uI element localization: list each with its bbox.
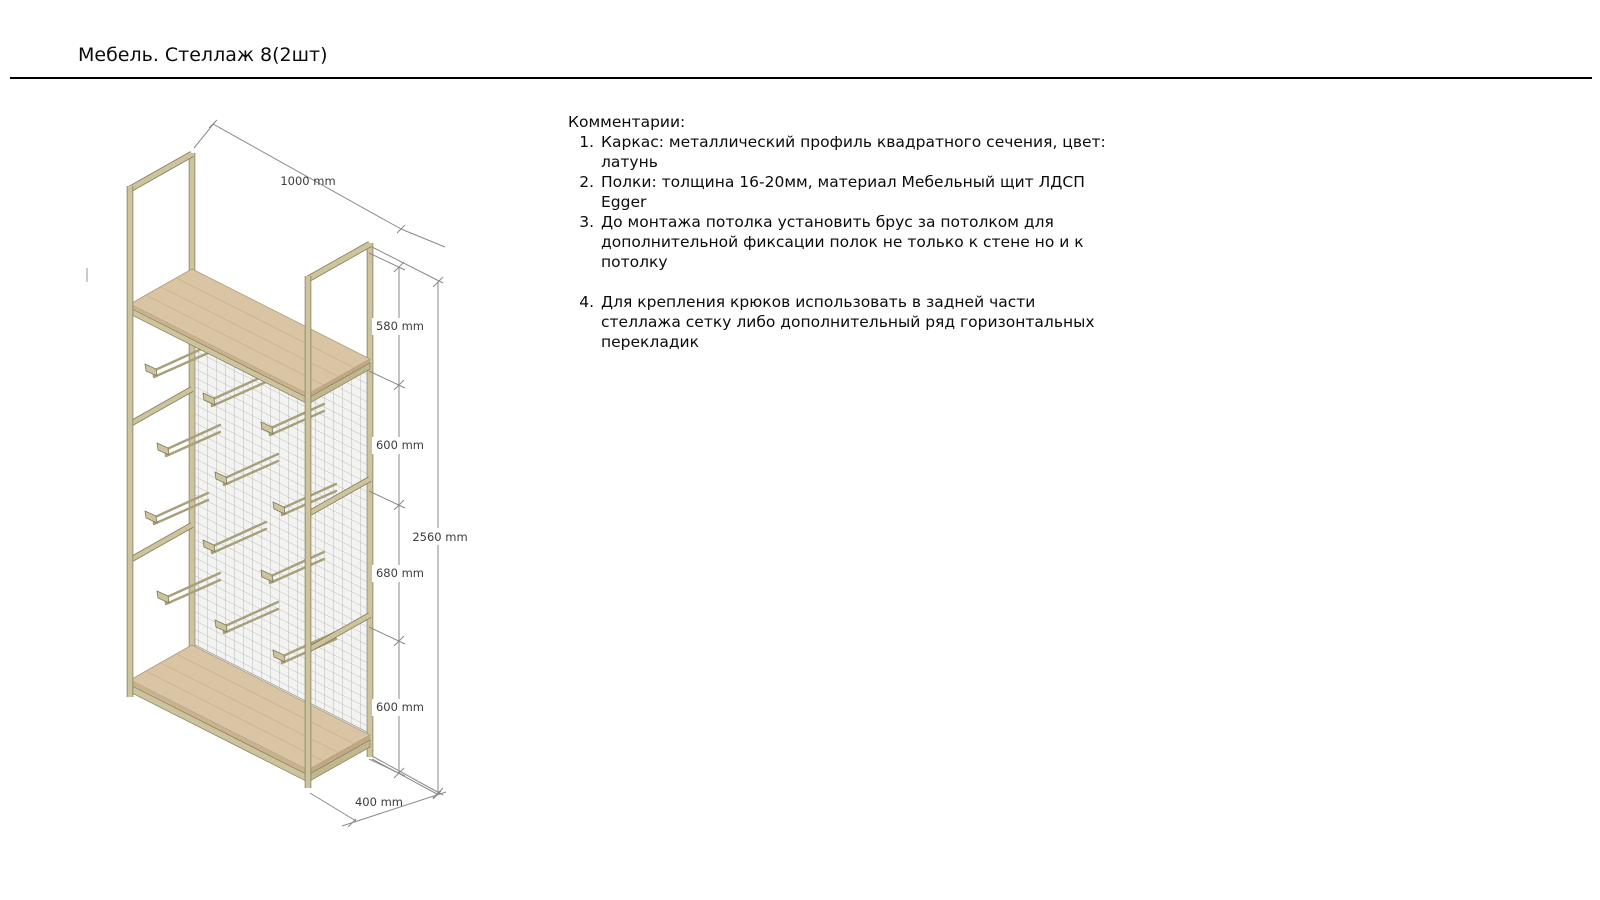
comment-item: До монтажа потолка установить брус за по…: [599, 212, 1108, 272]
dim-label-section1: 580 mm: [376, 319, 424, 333]
comment-item: Каркас: металлический профиль квадратног…: [599, 132, 1108, 172]
page-title: Мебель. Стеллаж 8(2шт): [78, 44, 328, 66]
dim-label-depth: 400 mm: [355, 795, 403, 809]
dim-label-width: 1000 mm: [280, 174, 335, 188]
frame-front-posts: [126, 186, 312, 788]
dim-label-section2: 600 mm: [376, 438, 424, 452]
dim-label-section3: 680 mm: [376, 566, 424, 580]
comments-block: Комментарии: Каркас: металлический профи…: [568, 112, 1108, 352]
dimension-lines: [193, 119, 447, 828]
isometric-drawing-svg: 1000 mm 580 mm 600 mm 2560 mm 680 mm 600…: [86, 119, 474, 828]
title-divider: [10, 77, 1592, 79]
comment-item: Полки: толщина 16-20мм, материал Мебельн…: [599, 172, 1108, 212]
dim-label-total-height: 2560 mm: [412, 530, 467, 544]
side-rails: [128, 386, 372, 653]
dimension-label-backgrounds: [372, 318, 474, 716]
dim-label-section4: 600 mm: [376, 700, 424, 714]
comment-item: Для крепления крюков использовать в задн…: [599, 292, 1108, 352]
frame-back-members: [128, 151, 374, 757]
comments-heading: Комментарии:: [568, 113, 686, 131]
shelving-unit-drawing: 1000 mm 580 mm 600 mm 2560 mm 680 mm 600…: [60, 90, 490, 880]
comments-list: Каркас: металлический профиль квадратног…: [568, 132, 1108, 352]
